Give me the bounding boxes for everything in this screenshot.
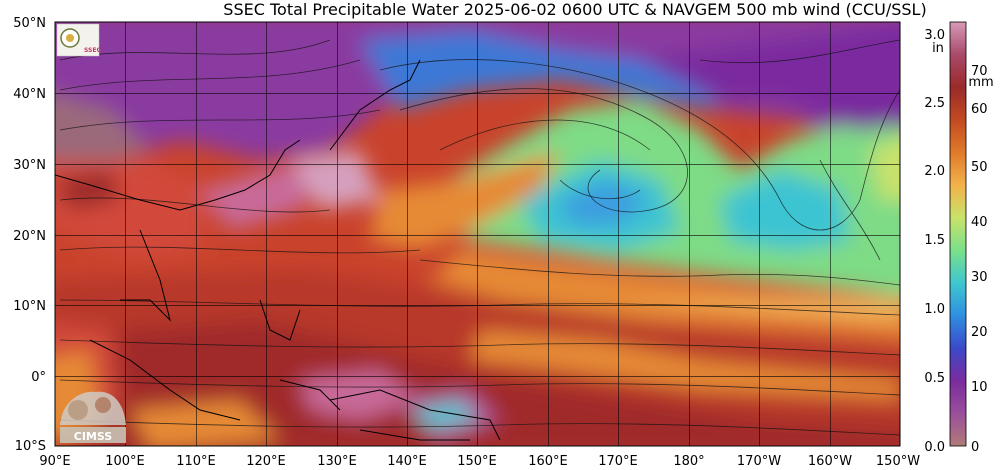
lon-label-100e: 100°E bbox=[105, 454, 145, 469]
lat-label-20n: 20°N bbox=[13, 229, 46, 244]
longitude-labels: 90°E 100°E 110°E 120°E 130°E 140°E 150°E… bbox=[39, 454, 920, 469]
latitude-labels: 50°N 40°N 30°N 20°N 10°N 0° 10°S bbox=[13, 16, 46, 454]
graticule bbox=[55, 22, 900, 446]
tpw-field bbox=[55, 22, 900, 446]
mm-tick-10: 10 bbox=[971, 380, 988, 395]
inch-tick-2-0: 2.0 bbox=[924, 164, 945, 179]
colorbar-inch-unit: in bbox=[932, 41, 944, 56]
lon-label-170w: 170°W bbox=[737, 454, 781, 469]
wind-streamlines bbox=[59, 39, 900, 436]
lon-label-150e: 150°E bbox=[457, 454, 497, 469]
mm-tick-40: 40 bbox=[971, 215, 988, 230]
mm-tick-50: 50 bbox=[971, 160, 988, 175]
lon-label-90e: 90°E bbox=[39, 454, 70, 469]
mm-tick-20: 20 bbox=[971, 325, 988, 340]
mm-tick-30: 30 bbox=[971, 270, 988, 285]
mm-tick-70: 70 bbox=[971, 64, 988, 79]
cimss-logo: CIMSS bbox=[60, 391, 126, 443]
mm-tick-60: 60 bbox=[971, 102, 988, 117]
svg-text:SSEC: SSEC bbox=[84, 47, 101, 54]
lon-label-180: 180° bbox=[673, 454, 704, 469]
colorbar-inch-ticks: 3.0 2.5 2.0 1.5 1.0 0.5 0.0 bbox=[924, 28, 945, 455]
colorbar-mm-ticks: 70 60 50 40 30 20 10 0 bbox=[971, 64, 988, 455]
lon-label-120e: 120°E bbox=[246, 454, 286, 469]
inch-tick-1-5: 1.5 bbox=[924, 233, 945, 248]
lon-label-130e: 130°E bbox=[317, 454, 357, 469]
lon-label-140e: 140°E bbox=[387, 454, 427, 469]
inch-tick-0-0: 0.0 bbox=[924, 440, 945, 455]
colorbar-bar bbox=[949, 21, 967, 447]
lon-label-160e: 160°E bbox=[528, 454, 568, 469]
mm-tick-0: 0 bbox=[971, 440, 979, 455]
coastlines bbox=[55, 59, 501, 441]
cimss-logo-text: CIMSS bbox=[74, 430, 113, 443]
colorbar-mm-unit: mm bbox=[968, 75, 993, 90]
lat-label-10s: 10°S bbox=[15, 439, 46, 454]
inch-tick-2-5: 2.5 bbox=[924, 96, 945, 111]
ssec-logo: SSEC bbox=[56, 23, 101, 57]
lon-label-110e: 110°E bbox=[176, 454, 216, 469]
lat-label-0: 0° bbox=[31, 370, 46, 385]
lat-label-40n: 40°N bbox=[13, 87, 46, 102]
inch-tick-0-5: 0.5 bbox=[924, 371, 945, 386]
map-title: SSEC Total Precipitable Water 2025-06-02… bbox=[223, 0, 927, 19]
lat-label-50n: 50°N bbox=[13, 16, 46, 31]
lon-label-170e: 170°E bbox=[598, 454, 638, 469]
lon-label-160w: 160°W bbox=[808, 454, 852, 469]
lat-label-30n: 30°N bbox=[13, 158, 46, 173]
colorbar: in mm 3.0 2.5 2.0 1.5 1.0 0.5 0.0 70 60 … bbox=[924, 21, 994, 455]
map-frame bbox=[54, 21, 901, 447]
lon-label-150w: 150°W bbox=[876, 454, 920, 469]
inch-tick-3-0: 3.0 bbox=[924, 28, 945, 43]
inch-tick-1-0: 1.0 bbox=[924, 302, 945, 317]
lat-label-10n: 10°N bbox=[13, 299, 46, 314]
